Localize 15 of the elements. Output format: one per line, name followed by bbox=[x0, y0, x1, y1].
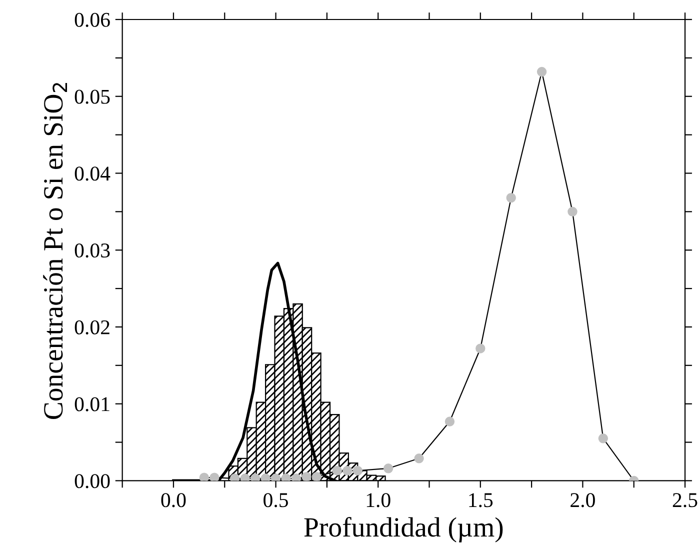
y-tick-label: 0.02 bbox=[74, 320, 110, 334]
y-tick-label: 0.04 bbox=[74, 166, 110, 181]
x-tick-label: 0.0 bbox=[161, 493, 186, 508]
x-tick-label: 0.5 bbox=[264, 493, 288, 508]
x-axis-title: Profundidad (µm) bbox=[304, 516, 503, 542]
x-tick-label: 1.5 bbox=[469, 493, 493, 508]
y-axis-title: Concentración Pt o Si en SiO$_{2}$ bbox=[43, 83, 68, 419]
y-tick-label: 0.06 bbox=[74, 12, 110, 28]
y-tick-label: 0.05 bbox=[74, 90, 110, 104]
y-tick-label: 0.03 bbox=[74, 243, 110, 258]
x-tick-label: 1.0 bbox=[366, 493, 390, 508]
x-tick-label: 2.5 bbox=[672, 493, 698, 508]
y-tick-label: 0.01 bbox=[74, 397, 110, 412]
y-tick-label: 0.00 bbox=[74, 474, 110, 488]
x-tick-label: 2.0 bbox=[570, 493, 595, 508]
